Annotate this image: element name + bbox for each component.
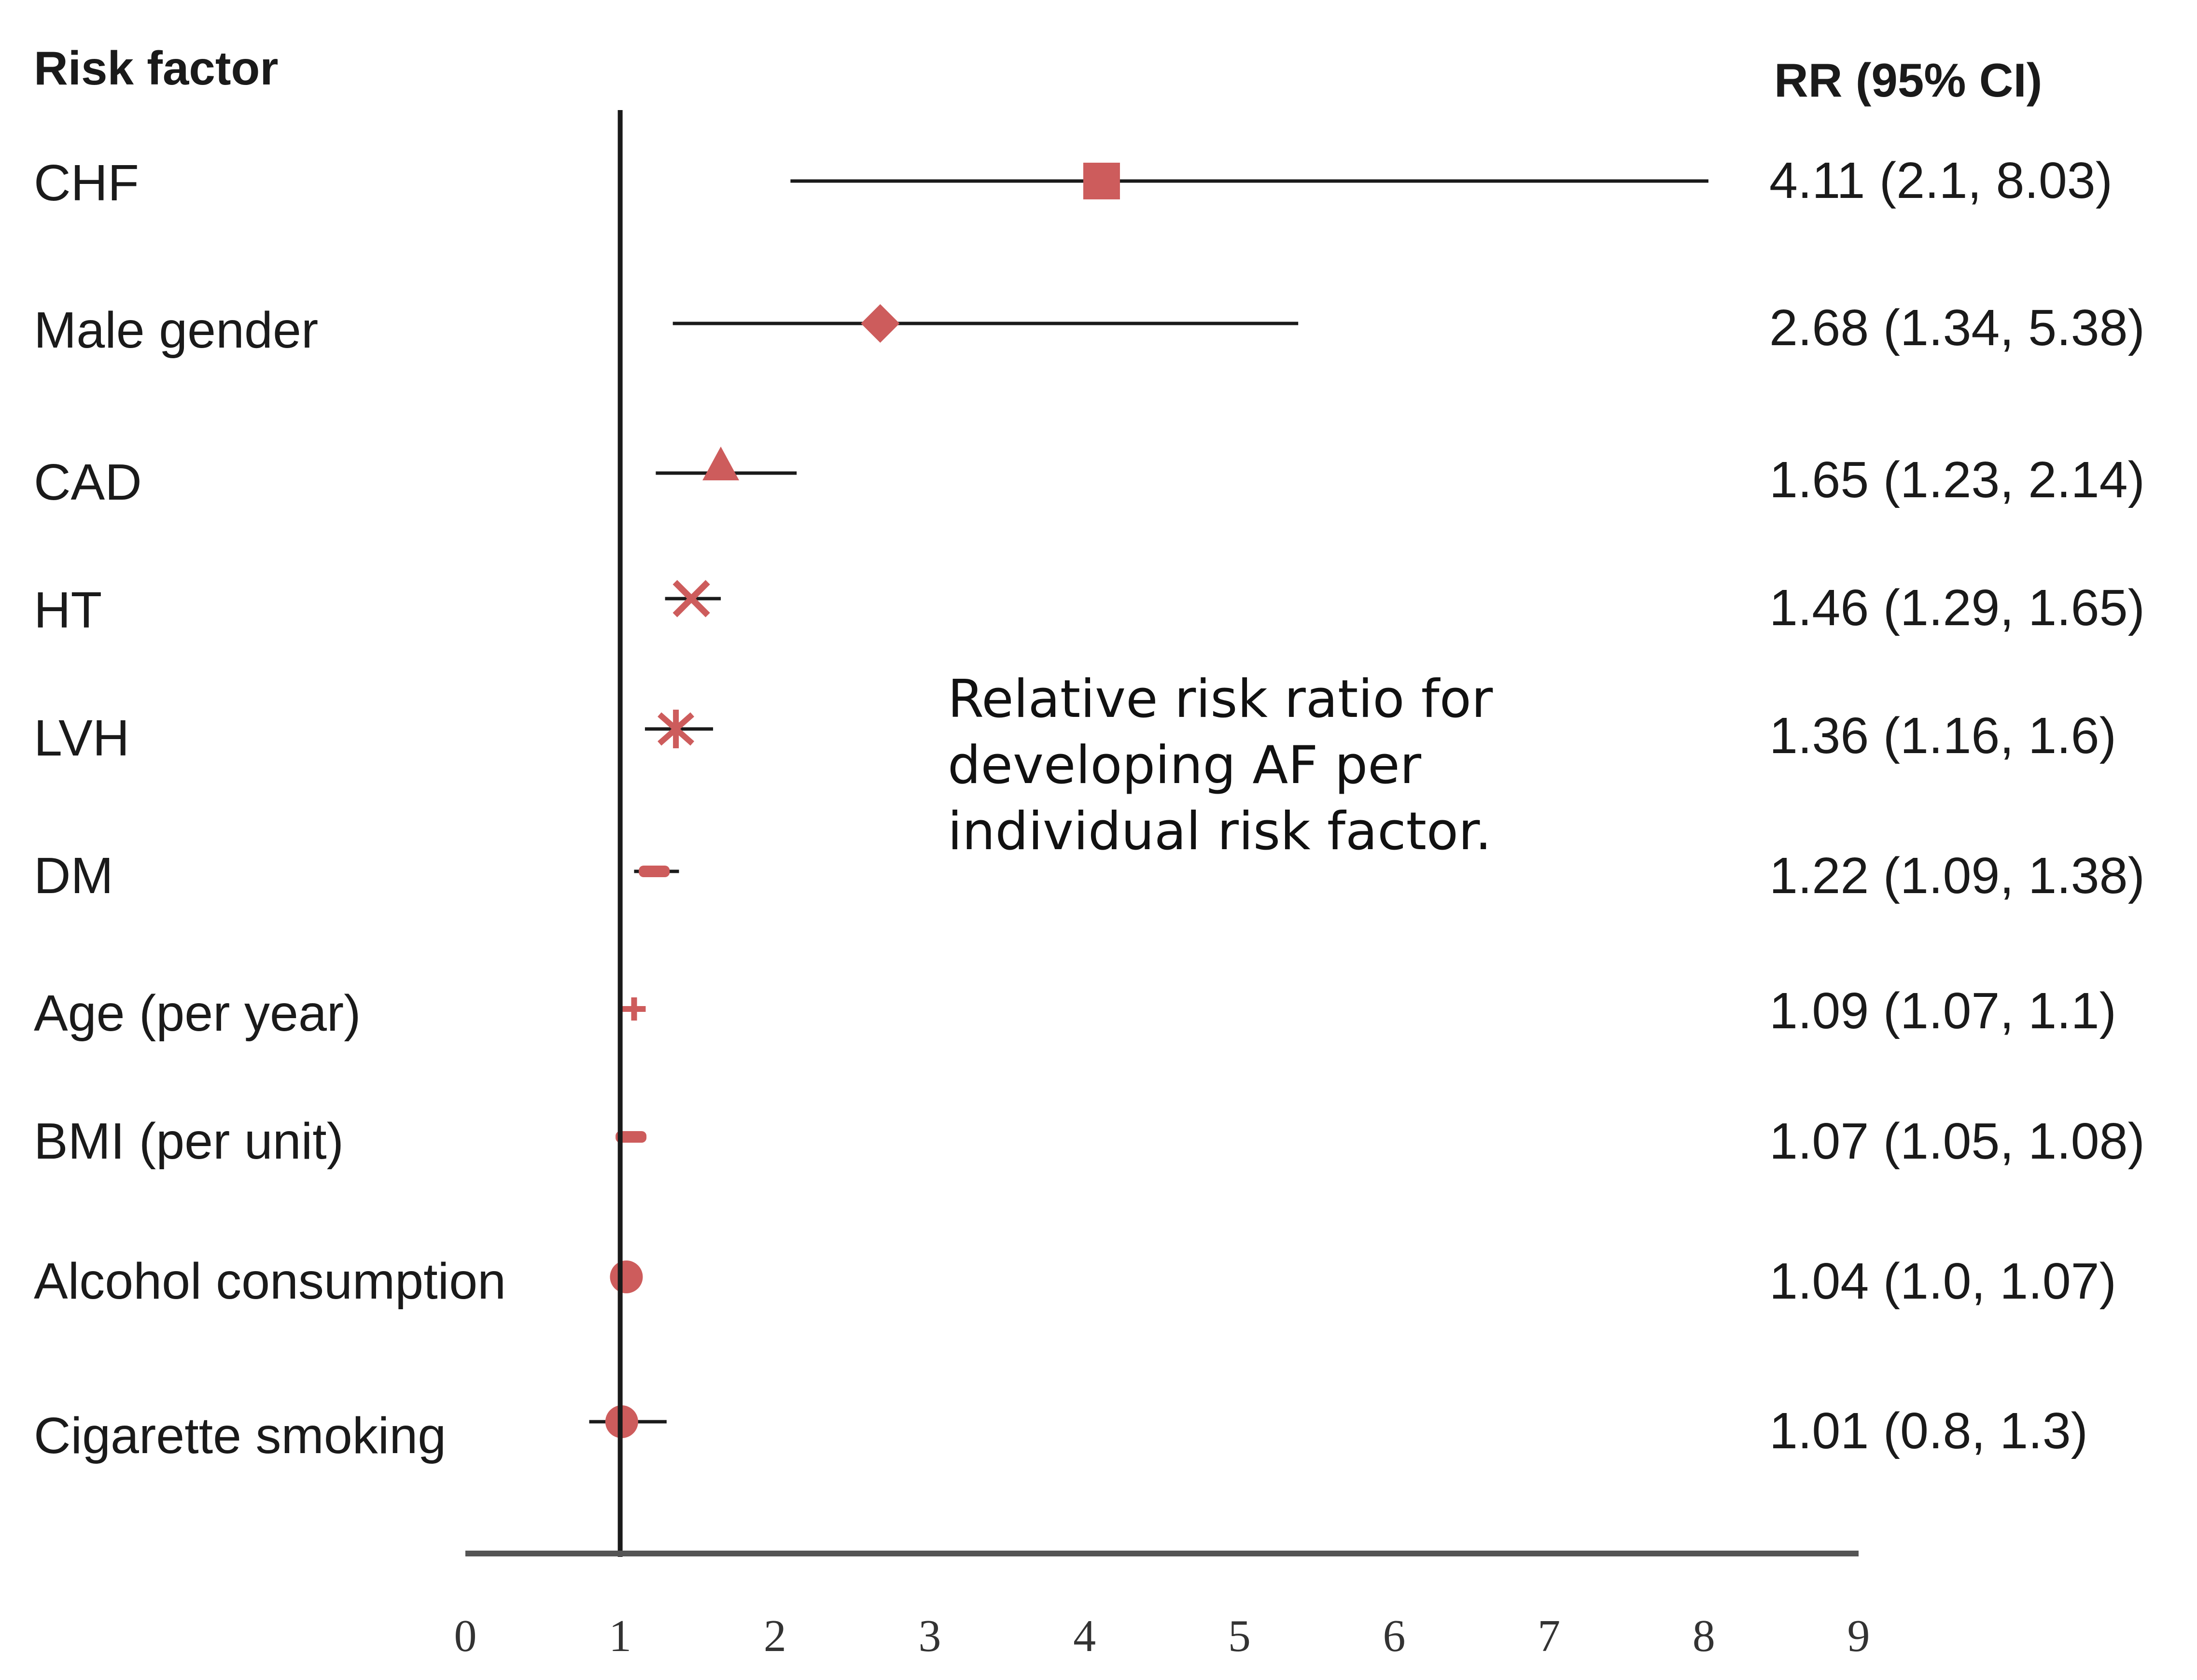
annotation-line-1: Relative risk ratio for bbox=[948, 669, 1493, 729]
rr-marker bbox=[610, 1260, 643, 1293]
row-label: Alcohol consumption bbox=[34, 1253, 506, 1310]
row-label: LVH bbox=[34, 710, 129, 767]
rr-marker bbox=[616, 1131, 647, 1143]
forest-row: CHF 4.11 (2.1, 8.03) bbox=[34, 152, 2113, 211]
header-rr-ci: RR (95% CI) bbox=[1774, 54, 2042, 107]
header-risk-factor: Risk factor bbox=[34, 42, 279, 95]
rr-marker bbox=[658, 710, 695, 748]
rr-ci-value: 1.09 (1.07, 1.1) bbox=[1769, 982, 2116, 1039]
rr-ci-value: 1.22 (1.09, 1.38) bbox=[1769, 847, 2145, 904]
x-tick-label: 4 bbox=[1073, 1611, 1096, 1661]
forest-row: Age (per year) 1.09 (1.07, 1.1) bbox=[34, 982, 2116, 1042]
rr-ci-value: 1.04 (1.0, 1.07) bbox=[1769, 1253, 2116, 1310]
rr-marker bbox=[672, 580, 710, 617]
annotation: Relative risk ratio for developing AF pe… bbox=[948, 669, 1510, 862]
rr-ci-value: 1.36 (1.16, 1.6) bbox=[1769, 707, 2116, 764]
rr-ci-value: 1.01 (0.8, 1.3) bbox=[1769, 1402, 2088, 1459]
x-tick-label: 1 bbox=[609, 1611, 631, 1661]
x-tick-label: 9 bbox=[1847, 1611, 1870, 1661]
rr-marker bbox=[702, 447, 740, 480]
forest-rows: CHF 4.11 (2.1, 8.03) Male gender 2.68 (1.34… bbox=[34, 152, 2145, 1464]
rr-ci-value: 4.11 (2.1, 8.03) bbox=[1769, 152, 2113, 209]
annotation-line-2: developing AF per bbox=[948, 735, 1422, 796]
rr-marker bbox=[622, 997, 646, 1021]
forest-row: LVH 1.36 (1.16, 1.6) bbox=[34, 707, 2116, 767]
annotation-line-3: individual risk factor. bbox=[948, 801, 1492, 862]
forest-row: Alcohol consumption 1.04 (1.0, 1.07) bbox=[34, 1253, 2116, 1310]
rr-marker bbox=[639, 866, 670, 877]
x-tick-label: 0 bbox=[454, 1611, 477, 1661]
x-tick-label: 6 bbox=[1383, 1611, 1406, 1661]
x-axis-ticks: 0 1 2 3 4 5 6 7 8 9 bbox=[454, 1611, 1870, 1661]
row-label: DM bbox=[34, 847, 113, 904]
row-label: HT bbox=[34, 582, 102, 639]
forest-row: Male gender 2.68 (1.34, 5.38) bbox=[34, 299, 2145, 359]
row-label: CAD bbox=[34, 454, 142, 511]
forest-row: BMI (per unit) 1.07 (1.05, 1.08) bbox=[34, 1113, 2145, 1170]
forest-row: DM 1.22 (1.09, 1.38) bbox=[34, 847, 2145, 904]
forest-row: Cigarette smoking 1.01 (0.8, 1.3) bbox=[34, 1402, 2088, 1464]
rr-ci-value: 1.07 (1.05, 1.08) bbox=[1769, 1113, 2145, 1170]
row-label: Male gender bbox=[34, 302, 318, 359]
forest-row: CAD 1.65 (1.23, 2.14) bbox=[34, 447, 2145, 511]
rr-ci-value: 2.68 (1.34, 5.38) bbox=[1769, 299, 2145, 356]
forest-row: HT 1.46 (1.29, 1.65) bbox=[34, 579, 2145, 639]
rr-ci-value: 1.65 (1.23, 2.14) bbox=[1769, 451, 2145, 508]
x-tick-label: 7 bbox=[1538, 1611, 1560, 1661]
x-tick-label: 8 bbox=[1693, 1611, 1715, 1661]
rr-marker bbox=[861, 304, 900, 343]
row-label: CHF bbox=[34, 154, 139, 211]
x-tick-label: 3 bbox=[919, 1611, 941, 1661]
row-label: BMI (per unit) bbox=[34, 1113, 344, 1170]
x-tick-label: 2 bbox=[764, 1611, 786, 1661]
rr-ci-value: 1.46 (1.29, 1.65) bbox=[1769, 579, 2145, 636]
row-label: Cigarette smoking bbox=[34, 1407, 446, 1464]
x-tick-label: 5 bbox=[1228, 1611, 1251, 1661]
rr-marker bbox=[1083, 163, 1120, 199]
row-label: Age (per year) bbox=[34, 985, 361, 1042]
